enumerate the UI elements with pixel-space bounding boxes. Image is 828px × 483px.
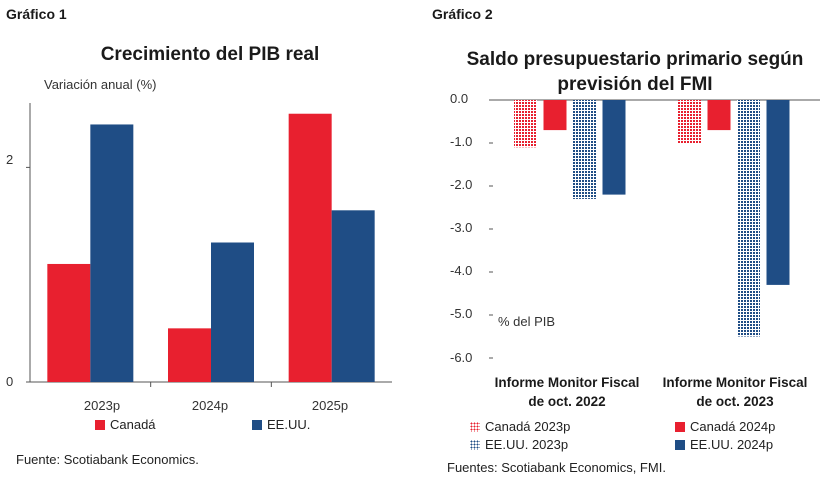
legend-swatch [252,419,262,430]
x-tick-label: 2023p [83,398,121,413]
bar-canada-2024-group-2 [707,100,731,131]
bar-canada-2023-group-2 [678,100,701,143]
legend-label: Canadá 2024p [690,419,776,434]
legend-label: Canadá [110,417,156,432]
legend-swatch [470,439,480,450]
y-tick-label: -6.0 [450,350,473,365]
y-tick-label: -1.0 [450,134,473,149]
legend-label: Canadá 2023p [485,419,571,434]
source-note-2: Fuentes: Scotiabank Economics, FMI. [447,460,666,475]
x-category-label: Informe Monitor Fiscal de oct. 2023 [662,375,808,409]
source-note-1: Fuente: Scotiabank Economics. [16,452,199,467]
y-tick-label: -5.0 [450,306,473,321]
bar-usa-2023-group-2 [737,100,760,337]
x-category-label: Informe Monitor Fiscal de oct. 2022 [494,375,640,409]
bar-canada-2024p [168,328,211,382]
legend-item-usa-2023: EE.UU. 2023p [470,437,568,452]
bar-usa-2025p [331,210,375,382]
bar-usa-2023-group-1 [573,100,596,199]
legend-item-usa: EE.UU. [252,417,310,432]
y-tick-label: -2.0 [450,177,473,192]
x-tick-label: 2025p [311,398,349,413]
legend-swatch [470,421,480,432]
chart-title-2: Saldo presupuestario primario según prev… [466,49,804,95]
legend-label: EE.UU. 2023p [485,437,569,452]
y-tick-label: -4.0 [450,263,473,278]
legend-item-canada-2024: Canadá 2024p [675,419,775,434]
y-tick-label: 2 [6,152,14,167]
bar-canada-2024-group-1 [543,100,567,131]
legend-item-canada-2023: Canadá 2023p [470,419,570,434]
bar-canada-2023p [47,263,91,382]
bar-canada-2025p [288,113,332,382]
bar-usa-2023p [90,124,134,382]
bar-canada-2023-group-1 [514,100,537,148]
bar-usa-2024-group-1 [602,100,626,195]
legend-swatch [675,439,685,450]
legend-label: EE.UU. [267,417,311,432]
y-tick-label: 0 [6,374,14,389]
chart-title-1: Crecimiento del PIB real [100,44,320,65]
bar-usa-2024-group-2 [766,100,790,285]
legend-item-canada: Canadá [95,417,156,432]
legend-swatch [675,421,685,432]
legend-label: EE.UU. 2024p [690,437,774,452]
y-tick-label: -3.0 [450,220,473,235]
bar-usa-2024p [211,242,254,382]
figure-label-2: Gráfico 2 [432,6,493,22]
y-tick-label: 0.0 [450,91,469,106]
legend-item-usa-2024: EE.UU. 2024p [675,437,773,452]
figure-label-1: Gráfico 1 [6,6,67,22]
x-tick-label: 2024p [191,398,229,413]
y-axis-label-1: Variación anual (%) [44,77,157,92]
y-axis-label-2: % del PIB [498,314,556,329]
legend-swatch [95,419,105,430]
